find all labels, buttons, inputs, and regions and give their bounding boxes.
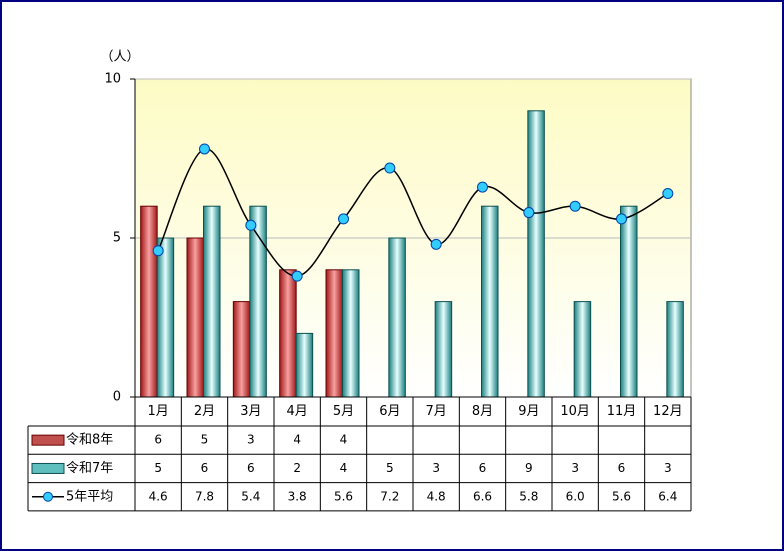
table-value: 6.0 <box>566 489 585 503</box>
point <box>662 187 674 199</box>
table-value: 4 <box>293 433 301 447</box>
table-value: 4.6 <box>149 489 168 503</box>
bar <box>666 301 684 398</box>
bar <box>527 110 545 398</box>
x-tick-label: 9月 <box>518 404 539 419</box>
bar <box>342 269 360 398</box>
table-value: 4 <box>340 433 348 447</box>
table-value: 6.4 <box>658 489 677 503</box>
table-value: 4 <box>340 461 348 475</box>
x-tick-label: 8月 <box>472 404 493 419</box>
x-tick-label: 2月 <box>194 404 215 419</box>
table-value: 5.8 <box>519 489 538 503</box>
x-tick-label: 12月 <box>653 404 683 419</box>
bar <box>573 301 592 398</box>
bar <box>186 237 204 398</box>
bar <box>481 205 499 398</box>
x-tick-label: 1月 <box>148 404 169 419</box>
x-tick-label: 7月 <box>426 404 447 419</box>
x-tick-label: 4月 <box>287 404 308 419</box>
table-value: 7.2 <box>380 489 399 503</box>
bar <box>388 237 406 398</box>
table-value: 6 <box>247 461 255 475</box>
legend-swatch <box>31 462 65 474</box>
point <box>569 200 581 212</box>
legend-label: 令和8年 <box>66 433 113 448</box>
table-value: 5.6 <box>334 489 353 503</box>
table-value: 2 <box>293 461 301 475</box>
point <box>338 213 349 225</box>
point <box>199 143 210 155</box>
y-tick-label: 5 <box>113 231 121 246</box>
bar <box>279 269 297 398</box>
table-value: 6 <box>154 433 162 447</box>
table-value: 3.8 <box>288 489 307 503</box>
table-value: 5.6 <box>612 489 631 503</box>
bar <box>232 301 251 398</box>
table-value: 5.4 <box>241 489 260 503</box>
y-tick-label: 10 <box>104 72 121 87</box>
bar <box>203 205 221 398</box>
table-value: 5 <box>201 433 209 447</box>
bar <box>140 205 158 398</box>
table-value: 5 <box>154 461 162 475</box>
table-value: 3 <box>664 461 672 475</box>
table-value: 6 <box>201 461 209 475</box>
point <box>477 181 488 193</box>
bar <box>295 332 314 398</box>
point <box>291 270 303 282</box>
table-value: 6 <box>479 461 487 475</box>
point <box>384 162 396 174</box>
y-tick-label: 0 <box>113 390 121 405</box>
point <box>152 245 164 257</box>
x-tick-label: 11月 <box>607 404 637 419</box>
table-value: 3 <box>571 461 579 475</box>
unit-label: （人） <box>100 50 139 65</box>
bar <box>620 205 638 398</box>
point <box>616 213 627 225</box>
bar <box>434 301 453 398</box>
table-value: 5 <box>386 461 394 475</box>
bar <box>325 269 343 398</box>
x-tick-label: 5月 <box>333 404 354 419</box>
point <box>245 219 257 231</box>
x-tick-label: 6月 <box>379 404 400 419</box>
x-tick-label: 3月 <box>240 404 261 419</box>
table-value: 4.8 <box>427 489 446 503</box>
table-value: 3 <box>432 461 440 475</box>
table-value: 6.6 <box>473 489 492 503</box>
table-value: 7.8 <box>195 489 214 503</box>
table-value: 9 <box>525 461 533 475</box>
legend-label: 令和7年 <box>66 461 113 476</box>
legend-swatch <box>31 434 65 446</box>
legend-label: 5年平均 <box>66 489 113 504</box>
table-value: 6 <box>618 461 626 475</box>
point <box>523 207 535 219</box>
table-value: 3 <box>247 433 255 447</box>
point <box>430 238 442 250</box>
legend-marker <box>43 491 53 502</box>
bar <box>156 237 175 398</box>
x-tick-label: 10月 <box>560 404 590 419</box>
